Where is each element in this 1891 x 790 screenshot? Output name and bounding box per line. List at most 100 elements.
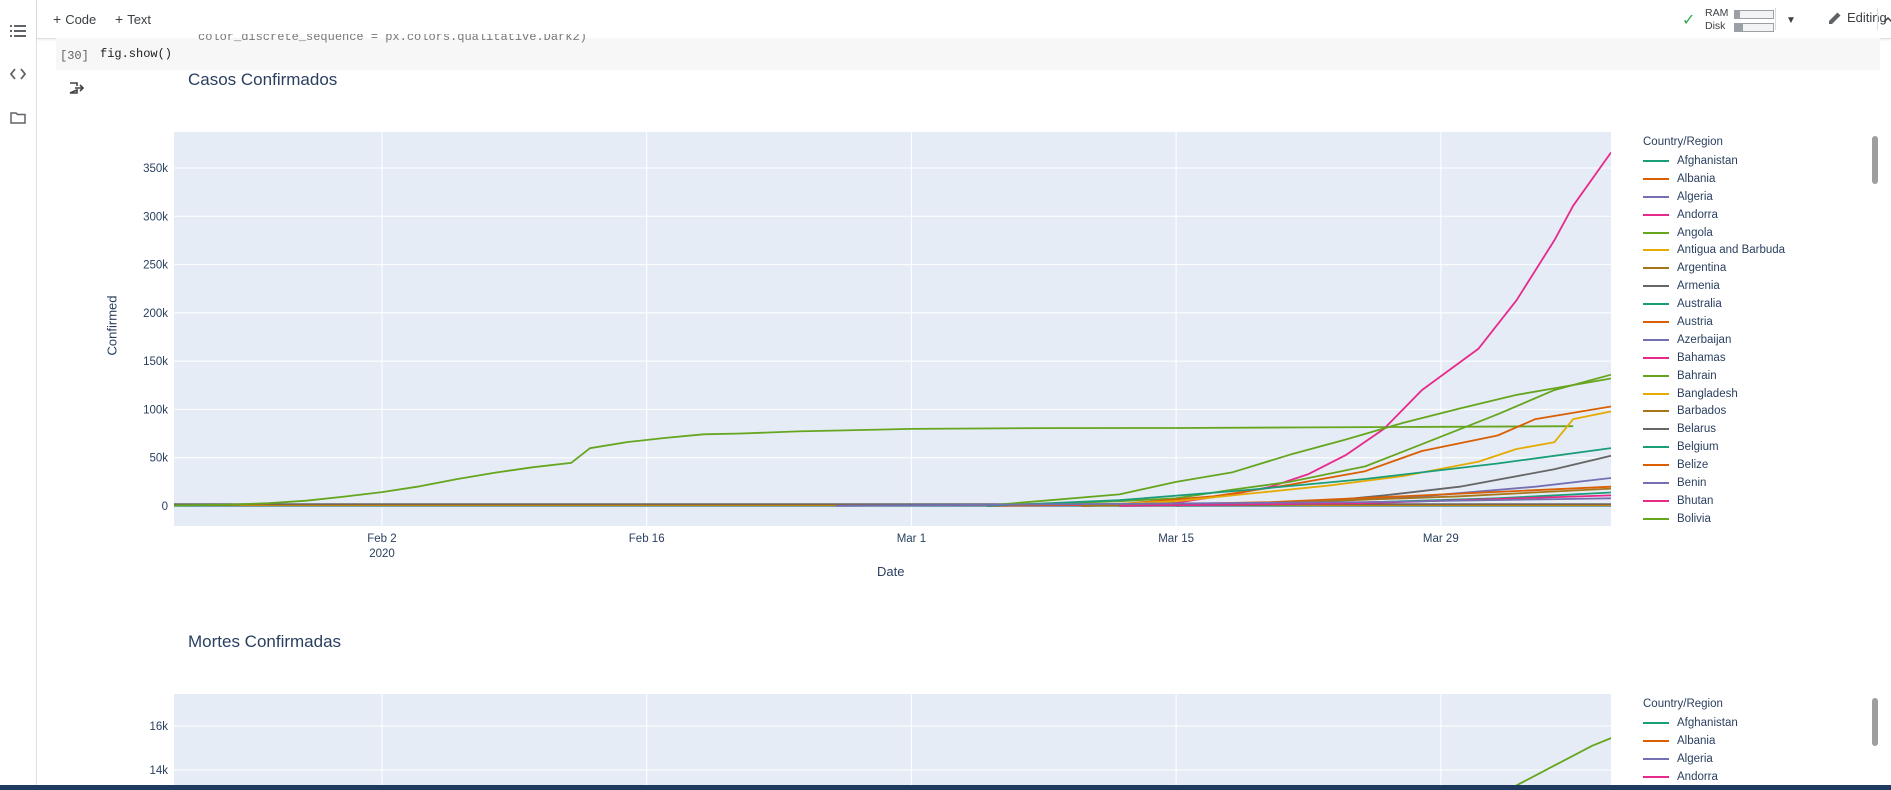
legend-item[interactable]: Benin — [1643, 474, 1785, 492]
series-line — [1119, 494, 1611, 507]
legend-swatch — [1643, 356, 1669, 359]
legend-item[interactable]: Austria — [1643, 313, 1785, 331]
legend-label: Albania — [1677, 734, 1716, 747]
legend-swatch — [1643, 481, 1669, 484]
y-tick-label: 16k — [149, 721, 168, 733]
series-line — [1081, 410, 1611, 507]
output-actions-icon[interactable] — [68, 80, 85, 96]
legend-item[interactable]: Barbados — [1643, 402, 1785, 420]
legend-item[interactable]: Andorra — [1643, 206, 1785, 224]
legend-label: Albania — [1677, 172, 1716, 185]
legend-label: Belarus — [1677, 423, 1716, 436]
editing-mode-button[interactable]: Editing — [1828, 10, 1887, 25]
legend-swatch — [1643, 392, 1669, 395]
legend-scrollbar[interactable] — [1872, 136, 1878, 184]
legend-item[interactable]: Albania — [1643, 170, 1785, 188]
legend-item[interactable]: Bolivia — [1643, 510, 1785, 528]
legend-item[interactable]: Algeria — [1643, 750, 1738, 768]
x-tick-label: Mar 15 — [1158, 533, 1194, 545]
legend-label: Bangladesh — [1677, 387, 1738, 400]
plus-icon: + — [53, 11, 62, 27]
editing-label: Editing — [1847, 10, 1887, 25]
legend-swatch — [1643, 303, 1669, 306]
legend-item[interactable]: Armenia — [1643, 277, 1785, 295]
chevron-down-icon[interactable]: ▼ — [1786, 15, 1796, 26]
legend-item[interactable]: Belgium — [1643, 438, 1785, 456]
x-tick-label: Feb 2 — [367, 533, 396, 545]
y-tick-label: 50k — [149, 453, 168, 465]
legend-item[interactable]: Angola — [1643, 224, 1785, 242]
y-tick-label: 0 — [162, 501, 168, 513]
legend-item[interactable]: Bahamas — [1643, 349, 1785, 367]
legend-swatch — [1643, 410, 1669, 413]
code-line[interactable]: fig.show() — [100, 47, 173, 61]
legend-swatch — [1643, 757, 1669, 760]
legend-label: Bhutan — [1677, 494, 1714, 507]
legend-item[interactable]: Australia — [1643, 295, 1785, 313]
disk-bar-fill — [1735, 24, 1743, 31]
legend-label: Barbados — [1677, 405, 1727, 418]
y-tick-label: 350k — [143, 163, 168, 175]
y-tick-label: 150k — [143, 356, 168, 368]
taskbar-edge — [0, 785, 1891, 790]
series-line — [174, 425, 1574, 507]
legend-label: Antigua and Barbuda — [1677, 244, 1786, 257]
plot-area[interactable] — [174, 132, 1611, 526]
series-line — [986, 151, 1611, 507]
legend-item[interactable]: Albania — [1643, 732, 1738, 750]
chart-title: Casos Confirmados — [188, 70, 338, 89]
legend-label: Australia — [1677, 298, 1722, 311]
legend-item[interactable]: Bangladesh — [1643, 385, 1785, 403]
code-snippets-icon[interactable] — [9, 65, 27, 83]
add-text-button[interactable]: + Text — [115, 9, 151, 29]
legend-label: Algeria — [1677, 752, 1713, 765]
execution-count: [30] — [60, 49, 89, 63]
series-line — [986, 447, 1611, 507]
legend-item[interactable]: Afghanistan — [1643, 152, 1785, 170]
series-group — [174, 151, 1611, 507]
x-axis-title: Date — [877, 564, 905, 579]
legend-item[interactable]: Algeria — [1643, 188, 1785, 206]
legend-item[interactable]: Antigua and Barbuda — [1643, 241, 1785, 259]
legend-item[interactable]: Bhutan — [1643, 492, 1785, 510]
add-code-button[interactable]: + Code — [53, 9, 96, 29]
legend-item[interactable]: Bahrain — [1643, 367, 1785, 385]
toolbar-divider — [1775, 8, 1776, 30]
code-cell[interactable] — [56, 38, 1880, 70]
folder-icon[interactable] — [9, 108, 27, 126]
x-tick-year-label: 2020 — [369, 548, 395, 560]
legend-label: Benin — [1677, 476, 1707, 489]
legend-label: Belize — [1677, 459, 1709, 472]
legend-swatch — [1643, 338, 1669, 341]
legend-title: Country/Region — [1643, 698, 1723, 710]
legend-item[interactable]: Andorra — [1643, 768, 1738, 786]
legend-swatch — [1643, 499, 1669, 502]
series-line — [986, 377, 1611, 507]
legend-item[interactable]: Belarus — [1643, 420, 1785, 438]
legend-item[interactable]: Argentina — [1643, 259, 1785, 277]
legend-item[interactable]: Azerbaijan — [1643, 331, 1785, 349]
legend-label: Afghanistan — [1677, 716, 1738, 729]
legend-scrollbar[interactable] — [1872, 698, 1878, 746]
legend-label: Algeria — [1677, 190, 1713, 203]
legend-label: Azerbaijan — [1677, 333, 1732, 346]
plot-area[interactable] — [174, 694, 1611, 790]
legend-label: Austria — [1677, 315, 1713, 328]
y-tick-label: 200k — [143, 308, 168, 320]
legend-swatch — [1643, 775, 1669, 778]
toc-icon[interactable] — [9, 22, 27, 40]
legend-item[interactable]: Belize — [1643, 456, 1785, 474]
legend-swatch — [1643, 285, 1669, 288]
chart-legend: Country/Region Afghanistan Albania Algeria… — [1643, 698, 1738, 786]
code-previous-line: color_discrete_sequence = px.colors.qual… — [198, 30, 587, 44]
resources-indicator[interactable]: ✓ RAM Disk ▼ — [1682, 6, 1802, 34]
ram-bar — [1734, 10, 1774, 19]
legend-item[interactable]: Afghanistan — [1643, 714, 1738, 732]
plus-icon: + — [115, 11, 124, 27]
legend-label: Bahamas — [1677, 351, 1726, 364]
x-tick-label: Mar 1 — [897, 533, 926, 545]
legend-label: Bolivia — [1677, 512, 1711, 525]
check-icon: ✓ — [1682, 12, 1696, 29]
